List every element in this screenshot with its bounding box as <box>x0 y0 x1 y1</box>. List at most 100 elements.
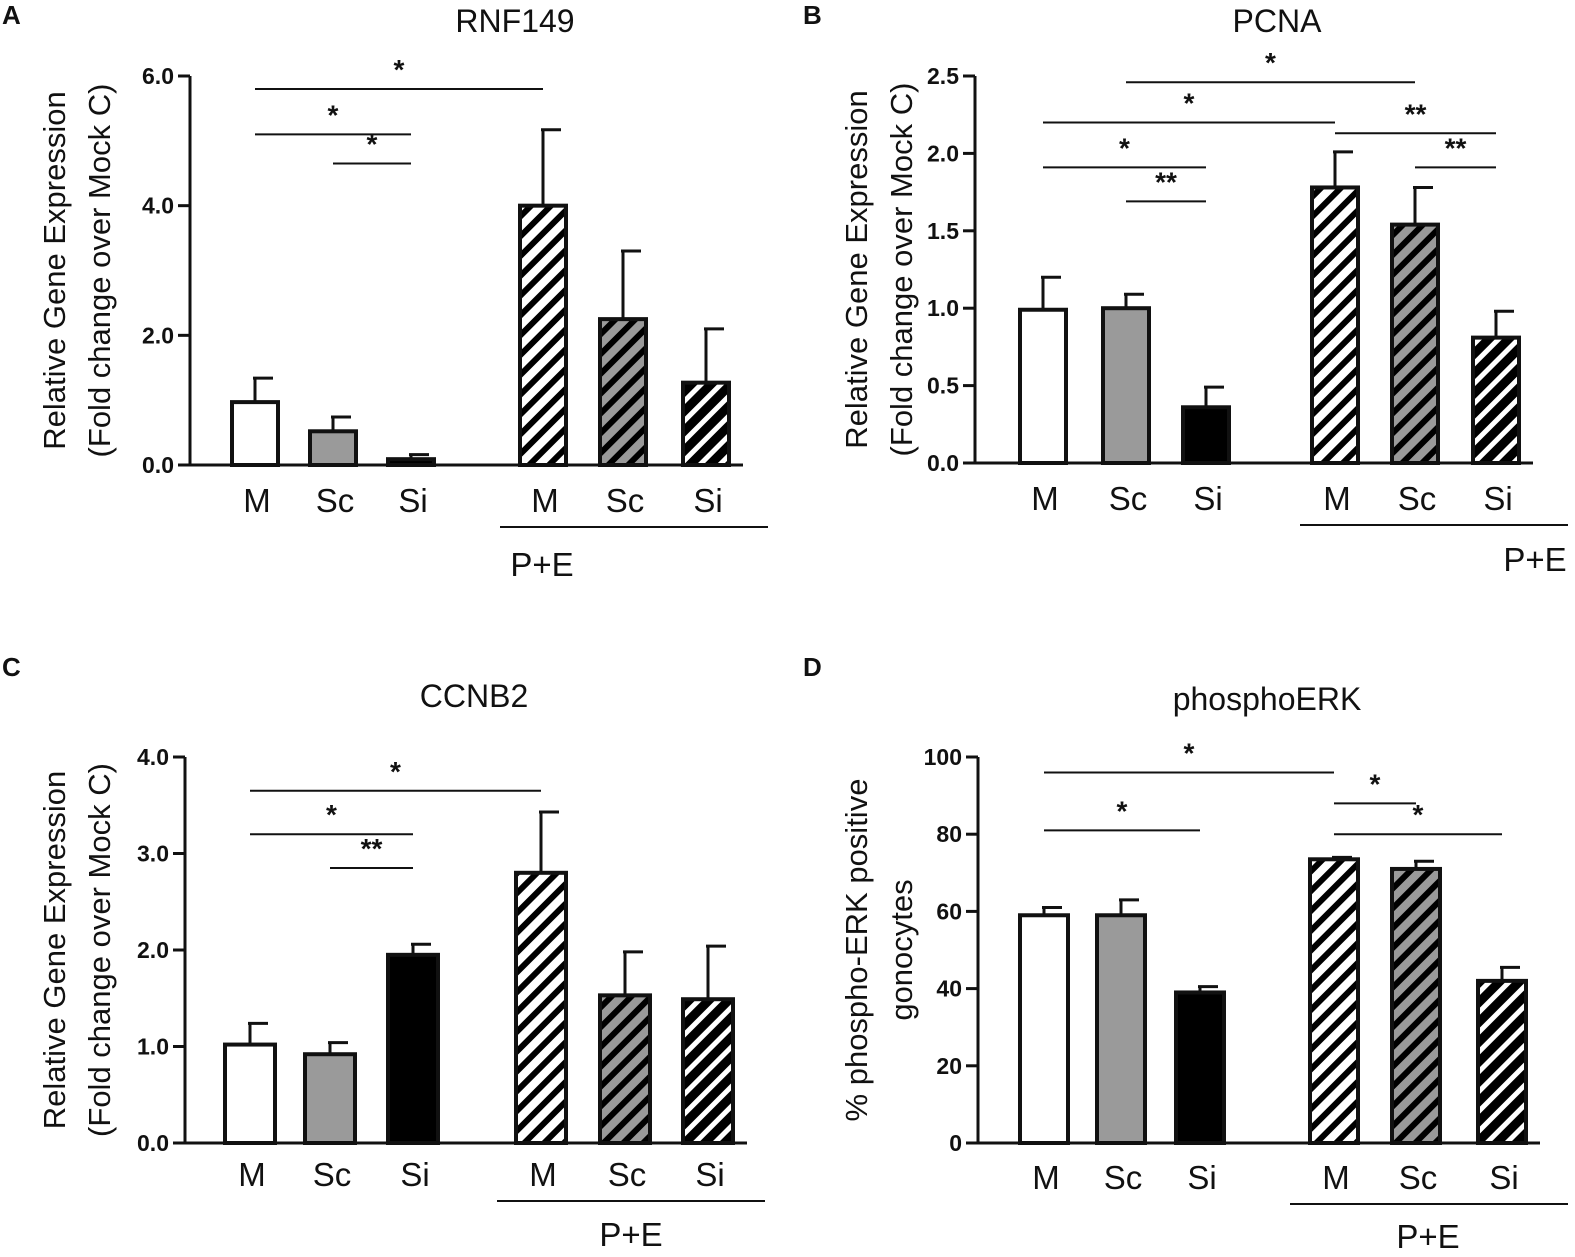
bar <box>518 203 568 468</box>
x-category-label: M <box>1031 480 1059 517</box>
significance-label: ** <box>1445 132 1467 163</box>
x-category-label: Si <box>398 482 427 519</box>
x-category-label: Sc <box>1104 1159 1143 1196</box>
bar <box>386 457 436 468</box>
x-category-label: Sc <box>313 1156 352 1193</box>
x-category-label: Si <box>695 1156 724 1193</box>
panel-b: B PCNA Relative Gene Expression (Fold chang… <box>803 0 1568 578</box>
y-axis-title-line: % phospho-ERK positive <box>839 779 874 1122</box>
significance-label: * <box>1184 737 1195 768</box>
significance-label: ** <box>1405 98 1427 129</box>
bar <box>1476 978 1528 1145</box>
x-category-label: Sc <box>1109 480 1148 517</box>
bar <box>681 997 735 1146</box>
y-tick-label: 60 <box>936 898 962 924</box>
bar <box>1308 857 1360 1145</box>
bar <box>1101 306 1151 466</box>
significance-label: * <box>1370 768 1381 799</box>
group-label: P+E <box>599 1216 662 1253</box>
x-category-label: Si <box>1187 1159 1216 1196</box>
y-tick-label: 1.5 <box>927 218 959 244</box>
bar <box>681 380 731 467</box>
bar <box>223 1042 277 1145</box>
significance-label: * <box>326 799 337 830</box>
y-tick-label: 2.5 <box>927 63 959 89</box>
x-category-label: M <box>1032 1159 1060 1196</box>
y-tick-label: 0.0 <box>137 1130 169 1156</box>
bar <box>230 400 280 467</box>
significance-label: * <box>1265 47 1276 78</box>
bar <box>303 1052 357 1145</box>
x-category-label: Si <box>693 482 722 519</box>
bar <box>598 993 652 1145</box>
y-axis-title-line: (Fold change over Mock C) <box>82 84 117 458</box>
significance-label: ** <box>361 833 383 864</box>
x-category-label: M <box>1323 480 1351 517</box>
y-tick-label: 6.0 <box>142 63 174 89</box>
y-tick-label: 4.0 <box>142 193 174 219</box>
x-category-label: Si <box>1483 480 1512 517</box>
x-category-label: Sc <box>1399 1159 1438 1196</box>
bar <box>1181 405 1231 466</box>
bar <box>1390 866 1442 1145</box>
bar <box>1390 222 1440 465</box>
x-category-label: Si <box>1489 1159 1518 1196</box>
x-category-label: Sc <box>316 482 355 519</box>
bar <box>1018 307 1068 465</box>
panel-letter: B <box>803 0 822 30</box>
y-tick-label: 80 <box>936 821 962 847</box>
bar <box>386 952 440 1146</box>
x-category-label: M <box>531 482 559 519</box>
y-tick-label: 2.0 <box>142 322 174 348</box>
y-tick-label: 2.0 <box>927 140 959 166</box>
bar <box>598 317 648 467</box>
x-category-label: M <box>238 1156 266 1193</box>
x-category-label: Sc <box>608 1156 647 1193</box>
y-axis-title-line: Relative Gene Expression <box>37 771 72 1129</box>
group-label: P+E <box>510 546 573 583</box>
significance-label: ** <box>1155 166 1177 197</box>
group-label: P+E <box>1396 1218 1459 1255</box>
y-tick-label: 40 <box>936 976 962 1002</box>
x-category-label: Sc <box>606 482 645 519</box>
panel-letter: D <box>803 652 822 682</box>
significance-label: * <box>390 756 401 787</box>
x-category-label: M <box>529 1156 557 1193</box>
significance-label: * <box>1413 799 1424 830</box>
y-tick-label: 100 <box>924 744 962 770</box>
panel-letter: A <box>2 0 21 30</box>
y-axis-title-line: Relative Gene Expression <box>839 90 874 448</box>
x-category-label: Si <box>400 1156 429 1193</box>
significance-label: * <box>1117 795 1128 826</box>
y-tick-label: 0.0 <box>142 452 174 478</box>
y-tick-label: 1.0 <box>927 295 959 321</box>
bar <box>308 429 358 467</box>
x-category-label: Si <box>1193 480 1222 517</box>
y-tick-label: 20 <box>936 1053 962 1079</box>
x-category-label: M <box>243 482 271 519</box>
y-axis-title-line: (Fold change over Mock C) <box>82 763 117 1137</box>
y-tick-label: 2.0 <box>137 937 169 963</box>
panel-letter: C <box>2 652 21 682</box>
y-tick-label: 3.0 <box>137 841 169 867</box>
panel-c: C CCNB2 Relative Gene Expression (Fold chan… <box>2 652 765 1253</box>
bar <box>514 870 568 1145</box>
x-category-label: Sc <box>1398 480 1437 517</box>
y-tick-label: 0.0 <box>927 450 959 476</box>
y-tick-label: 0.5 <box>927 373 959 399</box>
significance-label: * <box>367 129 378 160</box>
chart-title: CCNB2 <box>420 678 528 714</box>
significance-label: * <box>1119 132 1130 163</box>
y-tick-label: 4.0 <box>137 744 169 770</box>
group-label: P+E <box>1503 541 1566 578</box>
significance-label: * <box>394 54 405 85</box>
bar <box>1095 913 1147 1146</box>
x-category-label: M <box>1322 1159 1350 1196</box>
y-tick-label: 0 <box>949 1130 962 1156</box>
y-axis-title-line: Relative Gene Expression <box>37 91 72 449</box>
bar <box>1018 913 1070 1146</box>
chart-title: phosphoERK <box>1173 681 1362 717</box>
significance-label: * <box>328 99 339 130</box>
